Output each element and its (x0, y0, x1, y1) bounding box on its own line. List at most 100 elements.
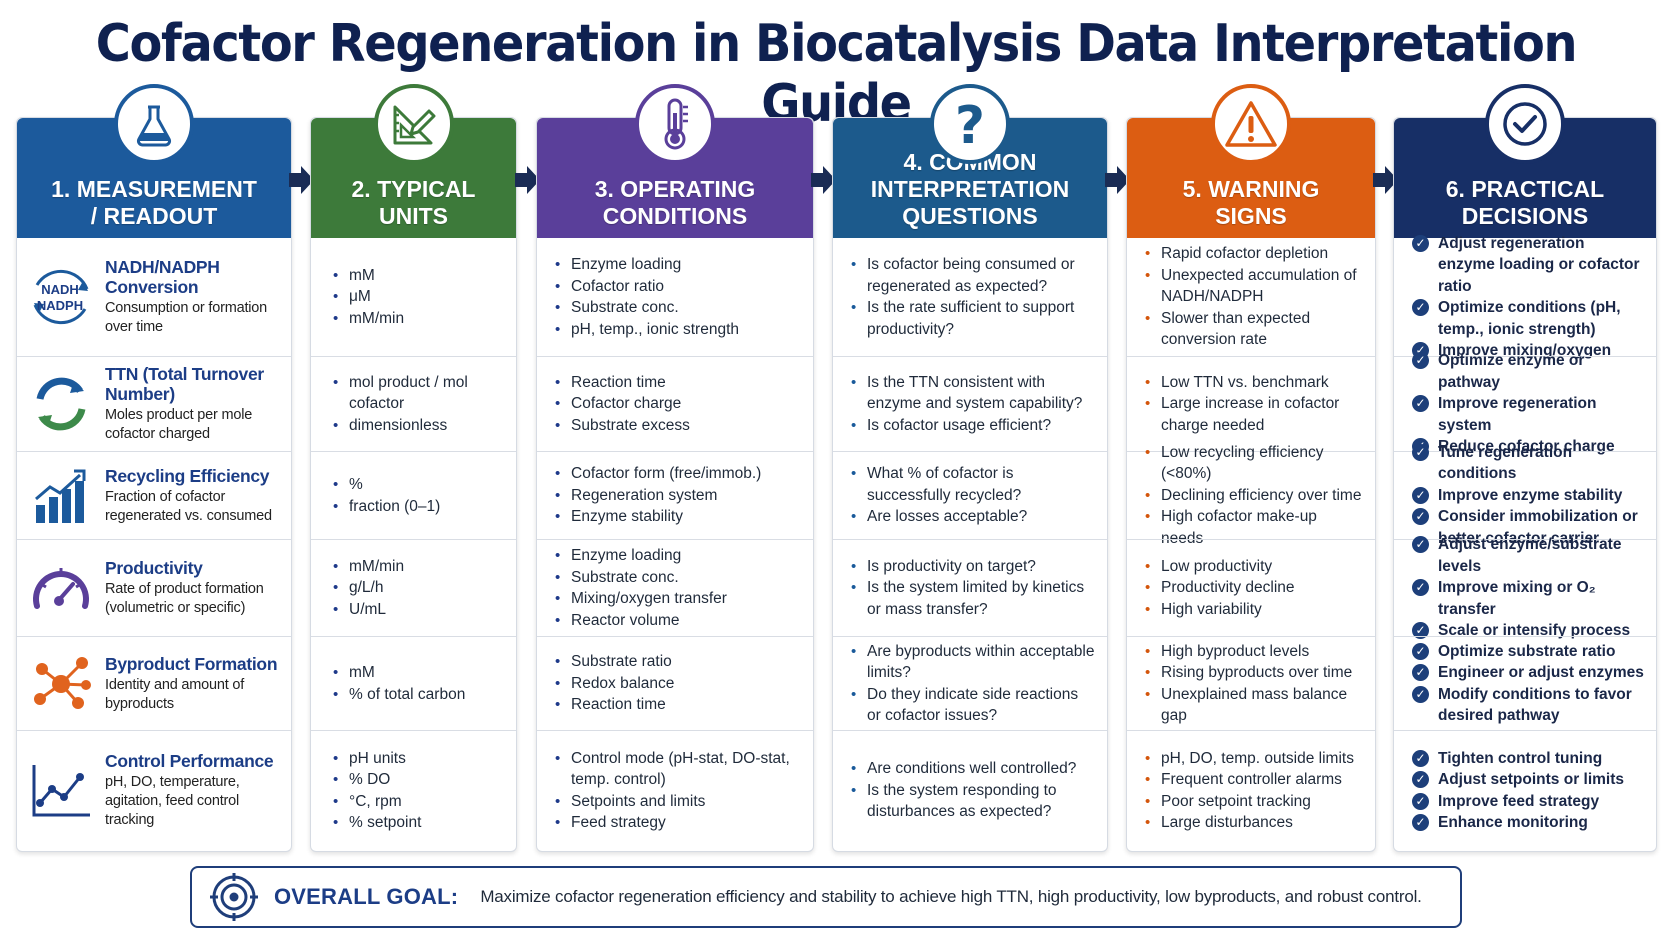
list-item: High byproduct levels (1145, 641, 1363, 663)
questions-cell: Are byproducts within acceptable limits?… (833, 636, 1107, 730)
units-cell: mM/ming/L/hU/mL (311, 539, 516, 636)
list-item: Cofactor charge (555, 393, 801, 415)
list-item: mol product / mol cofactor (333, 372, 504, 415)
list-item: Optimize conditions (pH, temp., ionic st… (1412, 297, 1644, 340)
column-header-label: 5. WARNING SIGNS (1182, 176, 1320, 229)
measurement-title: Byproduct Formation (105, 653, 278, 674)
list-item: Rapid cofactor depletion (1145, 243, 1363, 265)
list-item: Reaction time (555, 694, 801, 716)
svg-text:NADPH: NADPH (37, 298, 83, 313)
list-item: Mixing/oxygen transfer (555, 588, 801, 610)
list-item: U/mL (333, 599, 504, 621)
list-item: Reactor volume (555, 610, 801, 632)
measurement-title: Recycling Efficiency (105, 465, 270, 486)
goal-label: OVERALL GOAL: (274, 884, 459, 909)
list-item: pH, DO, temp. outside limits (1145, 748, 1363, 770)
column-operating: 3. OPERATING CONDITIONSEnzyme loadingCof… (536, 117, 814, 852)
list-item: Engineer or adjust enzymes (1412, 662, 1644, 684)
list-item: High cofactor make-up needs (1145, 506, 1363, 549)
thermometer-icon (635, 84, 715, 164)
warning-cell: Low TTN vs. benchmarkLarge increase in c… (1127, 356, 1375, 451)
operating-cell: Reaction timeCofactor chargeSubstrate ex… (537, 356, 813, 451)
flow-arrow-icon (1103, 165, 1131, 195)
column-measurement: 1. MEASUREMENT / READOUT NADH NADPH NADH/NA… (16, 117, 292, 852)
list-item: Enzyme loading (555, 545, 801, 567)
list-item: Is the system responding to disturbances… (851, 780, 1095, 823)
list-item: Enhance monitoring (1412, 812, 1644, 834)
list-item: Improve enzyme stability (1412, 485, 1644, 507)
column-header-label: 2. TYPICAL UNITS (351, 176, 476, 229)
list-item: Improve feed strategy (1412, 791, 1644, 813)
list-item: Poor setpoint tracking (1145, 791, 1363, 813)
list-item: mM/min (333, 556, 504, 578)
list-item: Is the rate sufficient to support produc… (851, 297, 1095, 340)
measurement-row: Control Performance pH, DO, temperature,… (17, 730, 291, 850)
list-item: Adjust regeneration enzyme loading or co… (1412, 233, 1644, 298)
gauge-icon (17, 540, 105, 636)
flask-icon (114, 84, 194, 164)
warning-triangle-icon (1211, 84, 1291, 164)
units-cell: mMμMmM/min (311, 238, 516, 356)
warning-cell: High byproduct levelsRising byproducts o… (1127, 636, 1375, 730)
list-item: Low productivity (1145, 556, 1363, 578)
list-item: Tune regeneration conditions (1412, 442, 1644, 485)
measurement-description: Rate of product formation (volumetric or… (105, 581, 264, 616)
decisions-cell: Tighten control tuningAdjust setpoints o… (1394, 730, 1656, 850)
list-item: Large disturbances (1145, 812, 1363, 834)
molecule-icon (17, 637, 105, 730)
measurement-row: Byproduct Formation Identity and amount … (17, 636, 291, 730)
warning-cell: Low recycling efficiency (<80%)Declining… (1127, 442, 1375, 547)
svg-text:NADH: NADH (41, 282, 79, 297)
measurement-description: Identity and amount of byproducts (105, 676, 245, 712)
units-cell: mol product / mol cofactordimensionless (311, 356, 516, 451)
measurement-description: pH, DO, temperature, agitation, feed con… (105, 774, 240, 828)
list-item: mM/min (333, 308, 504, 330)
operating-cell: Substrate ratioRedox balanceReaction tim… (537, 636, 813, 730)
list-item: Large increase in cofactor charge needed (1145, 393, 1363, 436)
measurement-description: Consumption or formation over time (105, 300, 268, 335)
flow-arrow-icon (513, 165, 541, 195)
list-item: Adjust setpoints or limits (1412, 769, 1644, 791)
list-item: Is the system limited by kinetics or mas… (851, 577, 1095, 620)
column-warning: 5. WARNING SIGNS Rapid cofactor depletion… (1126, 117, 1376, 852)
overall-goal-box: OVERALL GOAL: Maximize cofactor regenera… (190, 866, 1462, 928)
measurement-title: Productivity (105, 558, 203, 578)
list-item: % of total carbon (333, 684, 504, 706)
list-item: Scale or intensify process (1412, 620, 1644, 642)
list-item: High variability (1145, 599, 1363, 621)
list-item: g/L/h (333, 577, 504, 599)
column-questions: 4. COMMON INTERPRETATION QUESTIONSIs cof… (832, 117, 1108, 852)
units-cell: %fraction (0–1) (311, 451, 516, 539)
list-item: Feed strategy (555, 812, 801, 834)
list-item: Substrate ratio (555, 651, 801, 673)
list-item: Control mode (pH-stat, DO-stat, temp. co… (555, 748, 801, 791)
measurement-description: Moles product per mole cofactor charged (105, 407, 253, 442)
questions-cell: What % of cofactor is successfully recyc… (833, 451, 1107, 539)
list-item: Substrate conc. (555, 297, 801, 319)
list-item: Modify conditions to favor desired pathw… (1412, 684, 1644, 727)
list-item: pH, temp., ionic strength (555, 319, 801, 341)
units-cell: pH units% DO°C, rpm% setpoint (311, 730, 516, 850)
list-item: Unexplained mass balance gap (1145, 684, 1363, 727)
measurement-title: TTN (Total Turnover Number) (105, 364, 264, 404)
column-header-label: 1. MEASUREMENT / READOUT (51, 176, 257, 229)
list-item: Adjust enzyme/substrate levels (1412, 534, 1644, 577)
decisions-cell: Optimize substrate ratioEngineer or adju… (1394, 636, 1656, 730)
ruler-pencil-icon (373, 84, 454, 164)
list-item: Declining efficiency over time (1145, 485, 1363, 507)
list-item: Cofactor ratio (555, 276, 801, 298)
measurement-row: Productivity Rate of product formation (… (17, 539, 291, 636)
list-item: Unexpected accumulation of NADH/NADPH (1145, 265, 1363, 308)
units-cell: mM% of total carbon (311, 636, 516, 730)
list-item: Substrate excess (555, 415, 801, 437)
list-item: Is productivity on target? (851, 556, 1095, 578)
list-item: Cofactor form (free/immob.) (555, 463, 801, 485)
warning-cell: Low productivityProductivity declineHigh… (1127, 539, 1375, 636)
list-item: Low TTN vs. benchmark (1145, 372, 1363, 394)
list-item: Reaction time (555, 372, 801, 394)
list-item: % setpoint (333, 812, 504, 834)
column-header-label: 6. PRACTICAL DECISIONS (1445, 176, 1605, 229)
bar-growth-icon (17, 452, 105, 539)
measurement-title: Control Performance (105, 751, 274, 771)
list-item: Regeneration system (555, 485, 801, 507)
